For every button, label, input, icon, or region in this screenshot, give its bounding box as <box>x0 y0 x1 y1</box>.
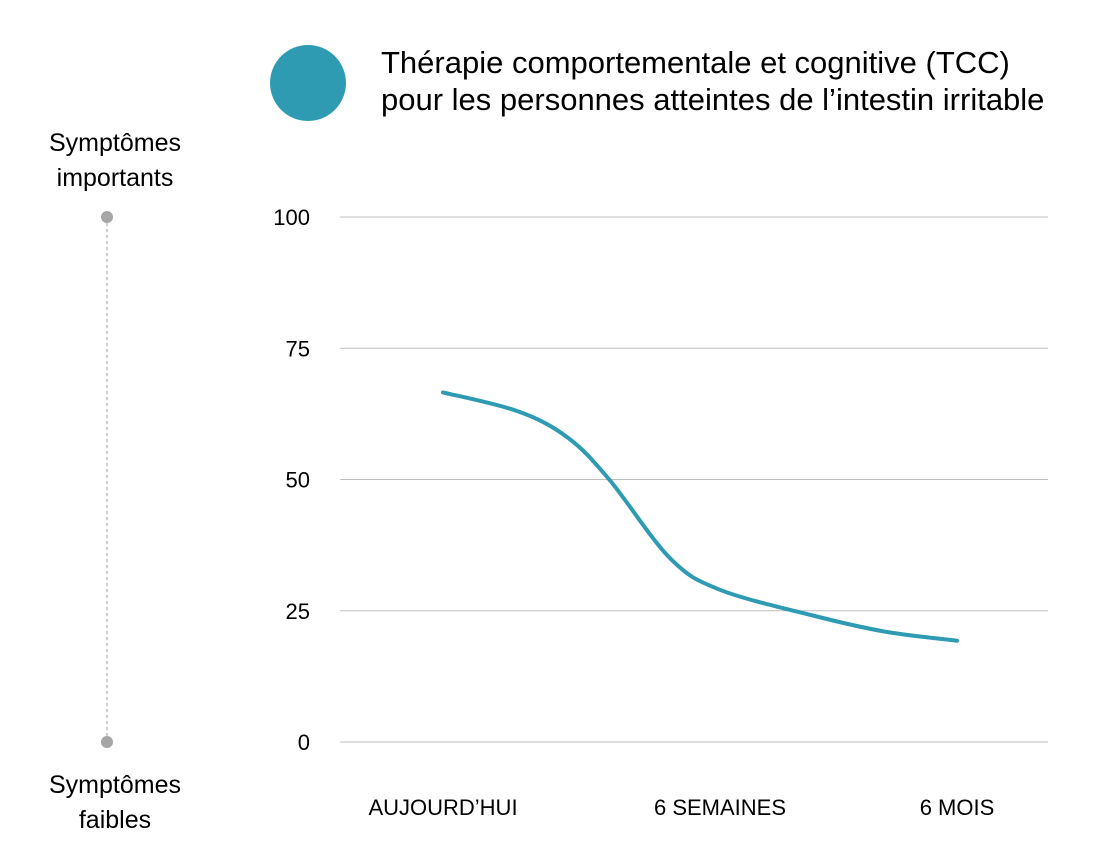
x-axis: AUJOURD’HUI 6 SEMAINES 6 MOIS <box>368 795 994 820</box>
chart-title: Thérapie comportementale et cognitive (T… <box>381 44 1044 118</box>
y-tick-label: 100 <box>273 205 310 230</box>
y-tick-label: 75 <box>286 336 310 361</box>
y-tick-label: 25 <box>286 599 310 624</box>
x-tick-label: AUJOURD’HUI <box>368 795 517 820</box>
y-tick-label: 50 <box>286 468 310 493</box>
high-symptoms-label: Symptômes importants <box>49 129 181 192</box>
x-tick-label: 6 MOIS <box>920 795 995 820</box>
grid <box>340 216 1048 743</box>
symptom-scale <box>101 211 113 748</box>
title-line-2: pour les personnes atteintes de l’intest… <box>381 82 1045 117</box>
y-tick-label: 0 <box>298 730 310 755</box>
low-symptoms-label: Symptômes faibles <box>49 771 181 834</box>
x-tick-label: 6 SEMAINES <box>654 795 786 820</box>
series-layer <box>441 390 959 643</box>
symptom-scale-top-dot <box>101 211 113 223</box>
title-line-1: Thérapie comportementale et cognitive (T… <box>381 45 1010 80</box>
y-axis: 0 25 50 75 100 <box>273 205 310 755</box>
symptom-scale-bottom-dot <box>101 736 113 748</box>
legend-marker <box>270 45 346 121</box>
series-line <box>441 390 959 643</box>
